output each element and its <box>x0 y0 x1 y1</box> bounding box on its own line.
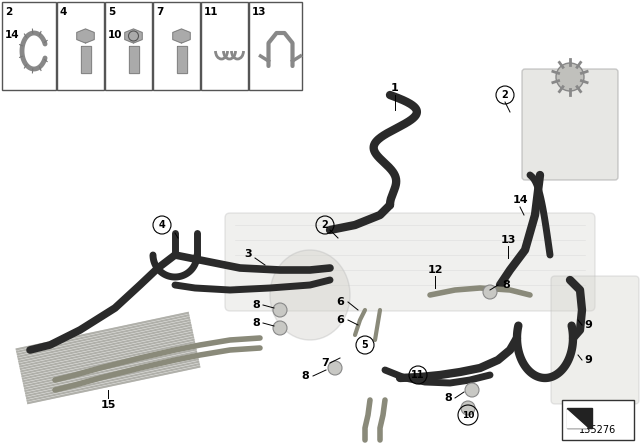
Circle shape <box>465 383 479 397</box>
Polygon shape <box>567 408 592 428</box>
Circle shape <box>483 285 497 299</box>
Text: 11: 11 <box>204 7 218 17</box>
Bar <box>105 2 152 90</box>
Text: 14: 14 <box>512 195 528 205</box>
Text: 4: 4 <box>159 220 165 230</box>
Text: 6: 6 <box>336 315 344 325</box>
Polygon shape <box>173 29 190 43</box>
Text: 12: 12 <box>428 265 443 275</box>
Text: 2: 2 <box>502 90 508 100</box>
Text: 10: 10 <box>108 30 122 40</box>
Text: 14: 14 <box>5 30 20 40</box>
Text: 8: 8 <box>444 393 452 403</box>
Bar <box>17 313 199 403</box>
Polygon shape <box>177 46 186 73</box>
Text: 8: 8 <box>301 371 309 381</box>
Text: 5: 5 <box>362 340 369 350</box>
Circle shape <box>461 401 475 415</box>
Text: 7: 7 <box>321 358 329 368</box>
Bar <box>249 2 302 90</box>
Text: 8: 8 <box>502 280 510 290</box>
Bar <box>562 400 634 440</box>
Polygon shape <box>125 29 142 43</box>
Text: 7: 7 <box>156 7 163 17</box>
Circle shape <box>328 361 342 375</box>
Bar <box>201 2 248 90</box>
Text: 9: 9 <box>584 355 592 365</box>
Text: 4: 4 <box>60 7 67 17</box>
Text: 13: 13 <box>252 7 266 17</box>
Circle shape <box>273 303 287 317</box>
Bar <box>2 2 56 90</box>
Text: 2: 2 <box>322 220 328 230</box>
Text: 11: 11 <box>412 370 425 380</box>
Text: 6: 6 <box>336 297 344 307</box>
Polygon shape <box>81 46 90 73</box>
Text: 9: 9 <box>584 320 592 330</box>
Polygon shape <box>129 46 138 73</box>
FancyBboxPatch shape <box>551 276 639 404</box>
Polygon shape <box>77 29 94 43</box>
Ellipse shape <box>270 250 350 340</box>
Polygon shape <box>567 410 587 428</box>
FancyBboxPatch shape <box>225 213 595 311</box>
Text: 2: 2 <box>5 7 12 17</box>
Circle shape <box>556 63 584 91</box>
Bar <box>57 2 104 90</box>
Text: 5: 5 <box>108 7 115 17</box>
Text: 15: 15 <box>100 400 116 410</box>
Text: 1: 1 <box>391 83 399 93</box>
Text: 155276: 155276 <box>579 425 616 435</box>
Text: 8: 8 <box>252 318 260 328</box>
Text: 3: 3 <box>244 249 252 259</box>
Bar <box>153 2 200 90</box>
Text: 8: 8 <box>252 300 260 310</box>
Text: 10: 10 <box>462 410 474 419</box>
Text: 13: 13 <box>500 235 516 245</box>
FancyBboxPatch shape <box>522 69 618 180</box>
Circle shape <box>273 321 287 335</box>
